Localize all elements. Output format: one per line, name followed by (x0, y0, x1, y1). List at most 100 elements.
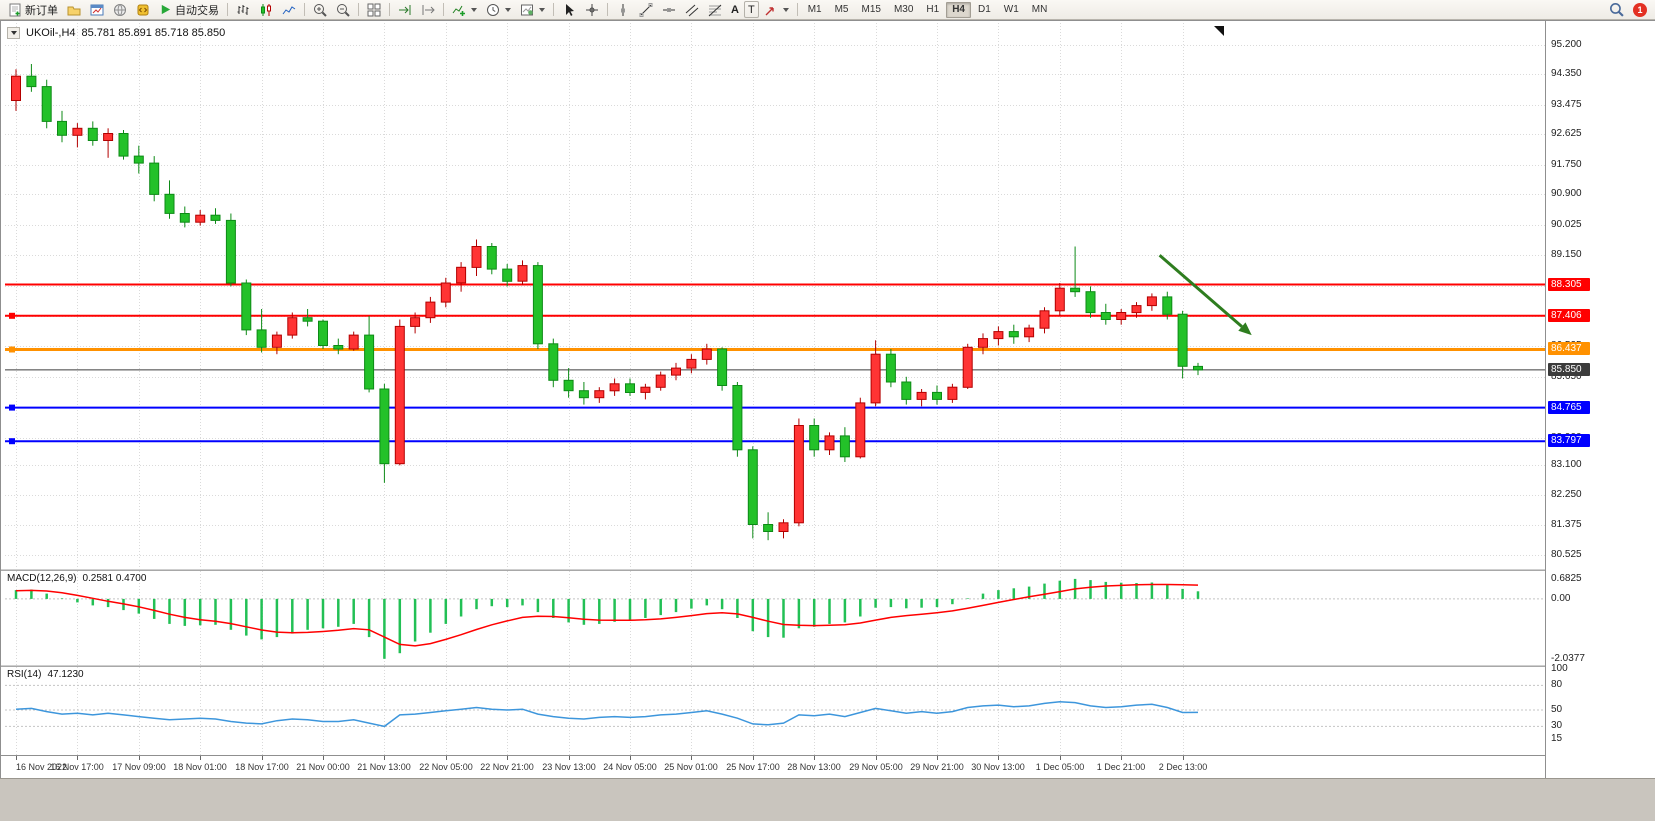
time-label: 1 Dec 21:00 (1096, 762, 1146, 772)
timeframe-toolbar: M1 M5 M15 M30 H1 H4 D1 W1 MN (802, 1, 1054, 18)
axis-tick-label: 80.525 (1551, 549, 1582, 560)
axis-tick-label: 91.750 (1551, 159, 1582, 170)
symbol-menu-button[interactable] (7, 27, 20, 39)
time-label: 21 Nov 13:00 (357, 762, 411, 772)
chevron-down-icon (10, 31, 17, 35)
new-order-icon (9, 3, 21, 16)
time-label: 18 Nov 01:00 (173, 762, 227, 772)
grid (5, 23, 1545, 569)
label-tool-button[interactable]: T (743, 1, 759, 18)
new-order-button[interactable]: 新订单 (4, 1, 62, 18)
navigator-button[interactable] (109, 1, 131, 18)
bar-chart-icon (237, 4, 249, 15)
channel-tool-button[interactable] (681, 1, 703, 18)
tf-h1-button[interactable]: H1 (920, 2, 945, 18)
new-chart-icon (90, 4, 104, 15)
time-tick (139, 756, 140, 760)
price-line-badge: 87.406 (1548, 309, 1590, 322)
time-label: 21 Nov 00:00 (296, 762, 350, 772)
time-label: 1 Dec 05:00 (1035, 762, 1085, 772)
macd-chart-canvas[interactable] (5, 571, 1545, 665)
rsi-line (15, 701, 1199, 728)
crosshair-tool-button[interactable] (581, 1, 603, 18)
time-label: 24 Nov 05:00 (603, 762, 657, 772)
zoom-in-icon (314, 3, 327, 17)
trend-arrow (1158, 254, 1252, 336)
time-tick (998, 756, 999, 760)
axis-tick-label: 15 (1551, 733, 1563, 744)
dropdown-caret-icon (505, 7, 511, 12)
candlesticks (11, 64, 1203, 541)
zoom-out-icon (337, 3, 350, 17)
axis-tick-label: 89.150 (1551, 249, 1582, 260)
tf-mn-button[interactable]: MN (1026, 2, 1054, 18)
price-axis: 95.200 94.350 93.475 92.625 91.750 90.900 90.0… (1545, 21, 1655, 779)
periods-button[interactable] (482, 1, 515, 18)
profiles-button[interactable] (63, 1, 85, 18)
pane-splitter[interactable] (1, 569, 1655, 571)
vertical-line-tool-button[interactable] (612, 1, 634, 18)
time-tick (753, 756, 754, 760)
fibonacci-tool-button[interactable] (704, 1, 726, 18)
search-button[interactable] (1605, 1, 1628, 18)
time-tick (446, 756, 447, 760)
chart-end-marker-icon (1214, 26, 1224, 36)
indicators-icon (452, 5, 465, 16)
dropdown-caret-icon (782, 7, 789, 12)
new-chart-button[interactable] (86, 1, 108, 18)
toolbar-separator (227, 3, 228, 16)
metaeditor-button[interactable] (132, 1, 154, 18)
toolbar-separator (796, 3, 798, 16)
main-toolbar: 新订单 自动交易 (0, 0, 1655, 20)
crosshair-icon (586, 3, 598, 16)
clock-icon (487, 3, 499, 16)
text-tool-button[interactable]: A (727, 1, 743, 18)
trendline-tool-button[interactable] (635, 1, 657, 18)
axis-tick-label: 94.350 (1551, 68, 1582, 79)
time-label: 22 Nov 21:00 (480, 762, 534, 772)
line-chart-button[interactable] (278, 1, 300, 18)
auto-scroll-button[interactable] (394, 1, 416, 18)
axis-tick-label: 81.375 (1551, 519, 1582, 530)
community-notifications-button[interactable]: 1 (1629, 1, 1651, 18)
tf-m1-button[interactable]: M1 (802, 2, 828, 18)
macd-pane[interactable]: MACD(12,26,9) 0.2581 0.4700 (1, 571, 1545, 665)
time-label: 16 Nov 17:00 (50, 762, 104, 772)
bar-chart-button[interactable] (232, 1, 254, 18)
price-pane[interactable]: UKOil-,H4 85.781 85.891 85.718 85.850 (1, 23, 1545, 569)
tf-m5-button[interactable]: M5 (829, 2, 855, 18)
line-chart-icon (282, 5, 296, 14)
time-label: 30 Nov 13:00 (971, 762, 1025, 772)
navigator-globe-icon (114, 3, 126, 16)
arrows-tool-button[interactable] (760, 1, 793, 18)
time-label: 18 Nov 17:00 (235, 762, 289, 772)
candlestick-chart-button[interactable] (255, 1, 277, 18)
chart-shift-button[interactable] (417, 1, 439, 18)
tf-m30-button[interactable]: M30 (888, 2, 919, 18)
tf-h4-button[interactable]: H4 (946, 1, 971, 18)
rsi-chart-canvas[interactable] (5, 667, 1545, 755)
zoom-in-button[interactable] (309, 1, 331, 18)
time-tick (1060, 756, 1061, 760)
indicators-button[interactable] (448, 1, 481, 18)
time-axis: 16 Nov 2022 16 Nov 17:00 17 Nov 09:00 18 No… (1, 755, 1545, 779)
tile-windows-button[interactable] (363, 1, 385, 18)
cursor-tool-button[interactable] (558, 1, 580, 18)
time-label: 23 Nov 13:00 (542, 762, 596, 772)
autotrading-button[interactable]: 自动交易 (155, 1, 223, 18)
price-chart-canvas[interactable] (5, 23, 1545, 569)
time-tick (814, 756, 815, 760)
time-tick (384, 756, 385, 760)
price-line-badge: 86.437 (1548, 342, 1590, 355)
tf-w1-button[interactable]: W1 (998, 2, 1025, 18)
zoom-out-button[interactable] (332, 1, 354, 18)
tf-d1-button[interactable]: D1 (972, 2, 997, 18)
pane-splitter[interactable] (1, 665, 1655, 667)
candlestick-chart-icon (261, 3, 271, 16)
tf-m15-button[interactable]: M15 (856, 2, 887, 18)
axis-tick-label: 0.6825 (1551, 573, 1582, 584)
time-label: 29 Nov 21:00 (910, 762, 964, 772)
horizontal-line-tool-button[interactable] (658, 1, 680, 18)
templates-button[interactable] (516, 1, 549, 18)
rsi-pane[interactable]: RSI(14) 47.1230 (1, 667, 1545, 755)
